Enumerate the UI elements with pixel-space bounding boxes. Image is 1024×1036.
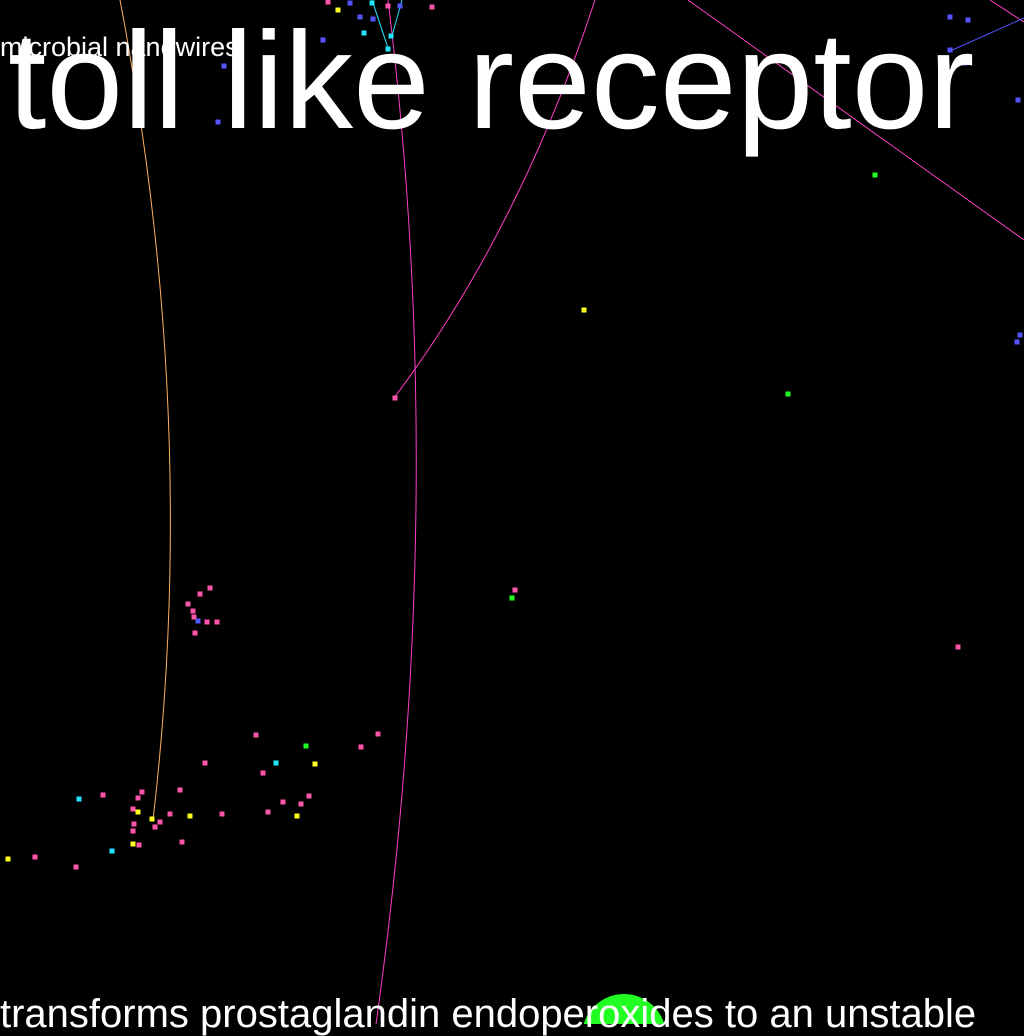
edge-curve — [393, 0, 596, 399]
large-network-node — [583, 994, 665, 1024]
network-node — [130, 828, 136, 834]
network-node — [1014, 339, 1020, 345]
network-node — [335, 7, 341, 13]
network-node — [306, 793, 312, 799]
network-node — [214, 619, 220, 625]
network-node — [192, 630, 198, 636]
network-node — [179, 839, 185, 845]
network-node — [385, 46, 391, 52]
network-node — [955, 644, 961, 650]
network-node — [370, 16, 376, 22]
network-node — [265, 809, 271, 815]
network-node — [357, 14, 363, 20]
network-node — [190, 608, 196, 614]
network-node — [204, 619, 210, 625]
network-node — [202, 760, 208, 766]
network-node — [130, 841, 136, 847]
network-node — [135, 795, 141, 801]
network-node — [187, 813, 193, 819]
network-node — [361, 30, 367, 36]
network-node — [197, 591, 203, 597]
network-node — [207, 585, 213, 591]
edge-curve — [375, 0, 417, 1024]
network-node — [872, 172, 878, 178]
network-node — [1015, 97, 1021, 103]
network-node — [152, 824, 158, 830]
edge-line — [947, 17, 1024, 53]
network-node — [965, 17, 971, 23]
network-node — [149, 816, 155, 822]
network-node — [5, 856, 11, 862]
network-node — [136, 842, 142, 848]
network-node — [320, 37, 326, 43]
network-node — [177, 787, 183, 793]
network-node — [392, 395, 398, 401]
network-node — [962, 60, 968, 66]
network-node — [303, 743, 309, 749]
network-node — [32, 854, 38, 860]
title-node-label: toll like receptor — [8, 4, 975, 158]
node-label-small: microbial nanowires — [0, 32, 239, 62]
network-node — [581, 307, 587, 313]
network-node — [157, 819, 163, 825]
network-node — [280, 799, 286, 805]
network-node — [130, 806, 136, 812]
network-node — [195, 618, 201, 624]
network-node — [253, 732, 259, 738]
network-node — [429, 4, 435, 10]
network-node — [512, 587, 518, 593]
bottom-node-label: transforms prostaglandin endoperoxides t… — [0, 992, 977, 1036]
network-node — [221, 63, 227, 69]
network-node — [947, 14, 953, 20]
network-node — [294, 813, 300, 819]
network-node — [1017, 332, 1023, 338]
network-node — [509, 595, 515, 601]
network-node — [397, 3, 403, 9]
network-node — [947, 47, 953, 53]
edge-line — [989, 0, 1024, 23]
network-node — [73, 864, 79, 870]
network-node — [369, 0, 375, 6]
network-node — [191, 614, 197, 620]
network-node — [76, 796, 82, 802]
edge-layer — [119, 0, 1024, 1024]
network-node — [325, 0, 331, 5]
network-node — [131, 821, 137, 827]
network-node — [100, 792, 106, 798]
network-node — [185, 601, 191, 607]
network-node — [273, 760, 279, 766]
network-node — [312, 761, 318, 767]
node-layer — [5, 0, 1023, 1024]
network-node — [785, 391, 791, 397]
network-node — [298, 801, 304, 807]
network-node — [260, 770, 266, 776]
network-node — [167, 811, 173, 817]
network-node — [358, 744, 364, 750]
edge-line — [687, 0, 1024, 241]
network-node — [347, 0, 353, 6]
network-node — [109, 848, 115, 854]
network-node — [219, 811, 225, 817]
network-node — [385, 3, 391, 9]
network-node — [215, 119, 221, 125]
network-node — [139, 789, 145, 795]
network-node — [135, 809, 141, 815]
network-node — [388, 33, 394, 39]
edge-curve — [119, 0, 171, 821]
network-node — [375, 731, 381, 737]
edge-line — [371, 0, 389, 49]
